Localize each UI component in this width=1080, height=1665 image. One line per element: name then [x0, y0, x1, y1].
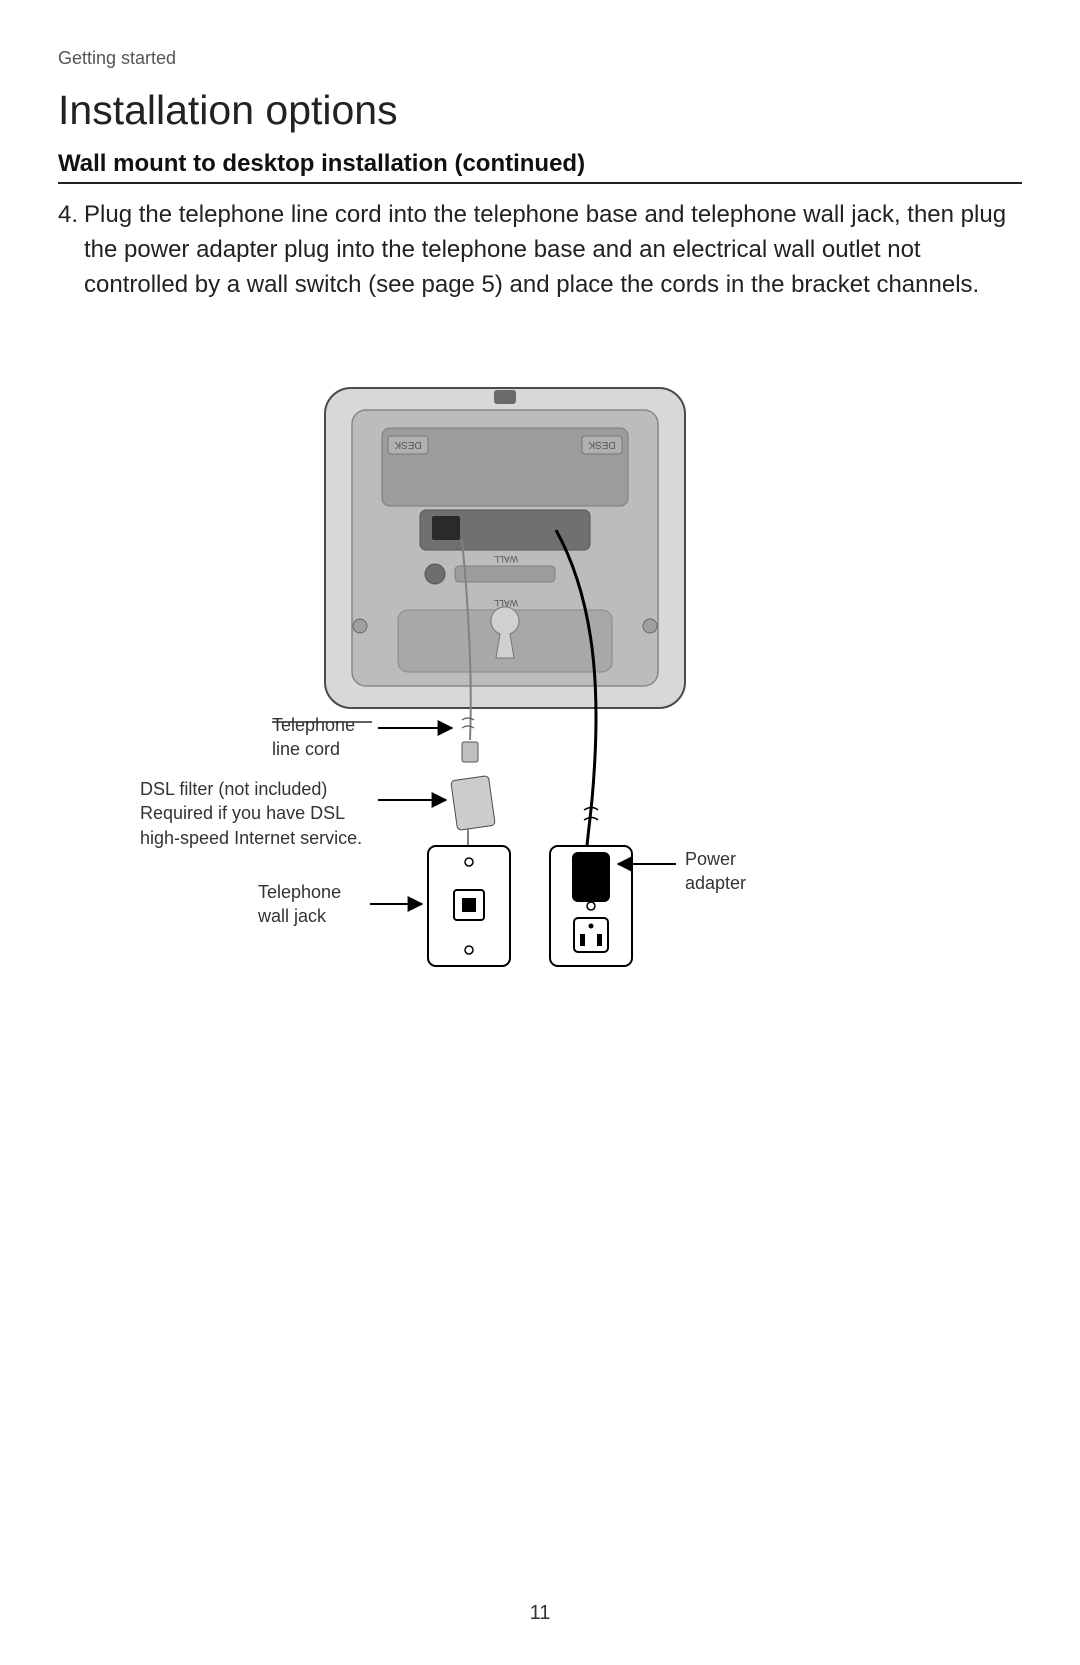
phone-base-plate: DESK DESK WALL WALL — [325, 388, 685, 708]
label-telephone-line-cord: Telephone line cord — [272, 713, 355, 762]
label-dsl-filter: DSL filter (not included) Required if yo… — [140, 777, 362, 850]
page-root: Getting started Installation options Wal… — [0, 0, 1080, 1665]
telephone-wall-jack-icon — [428, 846, 510, 966]
instruction-step: 4. Plug the telephone line cord into the… — [58, 198, 1022, 302]
step-text: Plug the telephone line cord into the te… — [84, 198, 1022, 302]
installation-diagram: DESK DESK WALL WALL — [0, 370, 1080, 1050]
step-number: 4. — [58, 198, 78, 302]
diagram-svg: DESK DESK WALL WALL — [0, 370, 1080, 1050]
svg-text:DESK: DESK — [588, 439, 616, 450]
label-power-adapter: Power adapter — [685, 847, 746, 896]
section-subtitle: Wall mount to desktop installation (cont… — [58, 150, 1022, 184]
page-number: 11 — [0, 1602, 1080, 1625]
breadcrumb: Getting started — [58, 48, 1022, 69]
dsl-filter-icon — [451, 776, 496, 831]
svg-text:WALL: WALL — [494, 554, 518, 564]
label-telephone-wall-jack: Telephone wall jack — [258, 880, 341, 929]
svg-text:DESK: DESK — [394, 439, 422, 450]
page-title: Installation options — [58, 87, 1022, 134]
